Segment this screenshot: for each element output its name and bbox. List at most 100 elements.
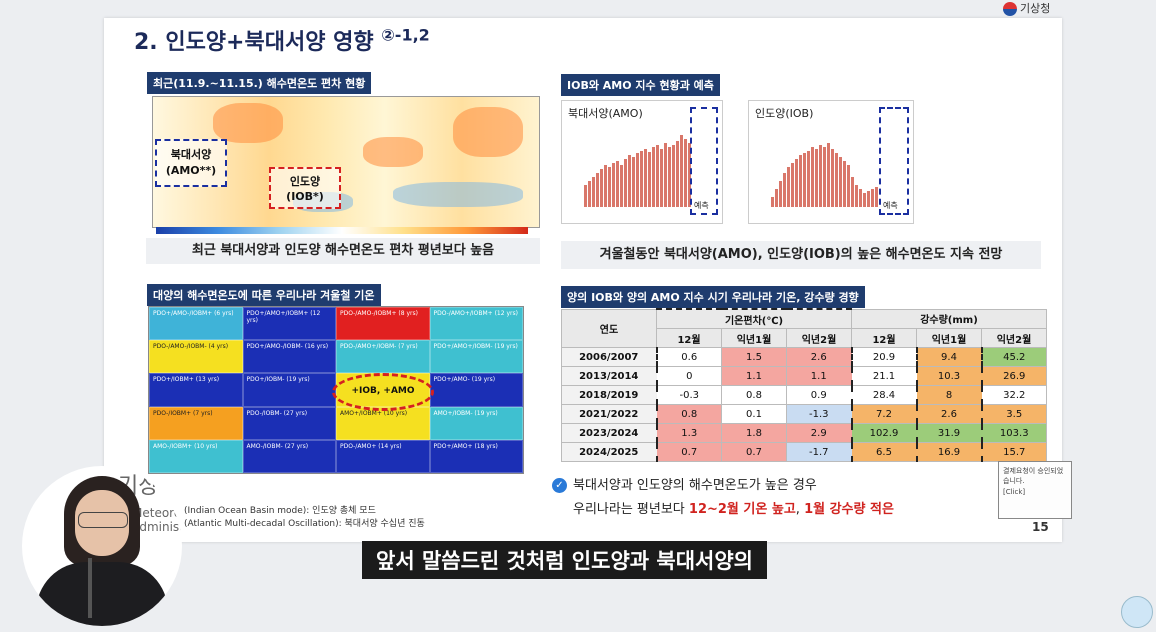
table-row: 2018/2019 -0.3 0.8 0.9 28.4 8 32.2 — [561, 385, 1047, 405]
amo-prediction-box: 예측 — [690, 107, 718, 215]
index-bar — [803, 153, 806, 207]
grid-cell: PDO-/AMO-/IOBM+ (8 yrs) — [336, 307, 430, 341]
index-bar — [660, 149, 663, 207]
index-bar — [775, 189, 778, 207]
month-header: 익년1월 — [916, 328, 982, 348]
iob-bars — [771, 127, 879, 207]
grid-cell: PDO-/IOBM+ (7 yrs) — [149, 406, 243, 440]
index-bar — [612, 163, 615, 207]
index-bar — [847, 165, 850, 207]
table-row: 2013/2014 0 1.1 1.1 21.1 10.3 26.9 — [561, 366, 1047, 386]
grid-cell: PDO+/AMO- (19 yrs) — [429, 373, 523, 407]
conclusion-note: ✓ 북대서양과 인도양의 해수면온도가 높은 경우 우리나라는 평년보다 12~2… — [552, 474, 894, 522]
index-bar — [771, 197, 774, 207]
amo-chart-title: 북대서양(AMO) — [568, 107, 643, 120]
index-bar — [664, 143, 667, 207]
check-icon: ✓ — [552, 478, 567, 493]
index-bar — [787, 167, 790, 207]
index-bar — [628, 155, 631, 207]
index-chart-header: IOB와 AMO 지수 현황과 예측 — [561, 74, 720, 96]
index-bar — [584, 185, 587, 207]
table-row: 2006/2007 0.6 1.5 2.6 20.9 9.4 45.2 — [561, 347, 1047, 367]
page-number: 15 — [1032, 520, 1049, 534]
index-bar — [680, 135, 683, 207]
kma-emblem-icon — [1003, 2, 1017, 16]
month-header: 12월 — [851, 328, 917, 348]
grid-cell: AMO+/IOBM+ (10 yrs) — [336, 406, 430, 440]
video-subtitle: 앞서 말씀드린 것처럼 인도양과 북대서양의 — [362, 541, 768, 579]
index-bar — [640, 151, 643, 207]
index-bar — [831, 149, 834, 207]
amo-region-box: 북대서양 (AMO**) — [155, 139, 227, 187]
index-bar — [632, 157, 635, 207]
grid-cell: PDO+/AMO+/IOBM- (19 yrs) — [429, 340, 523, 374]
index-bar — [863, 193, 866, 207]
index-bar — [592, 177, 595, 207]
index-bar — [672, 145, 675, 207]
iob-prediction-box: 예측 — [879, 107, 909, 215]
month-header: 익년2월 — [981, 328, 1047, 348]
amo-index-chart: 북대서양(AMO) 예측 — [561, 100, 723, 224]
index-chart-caption: 겨울철동안 북대서양(AMO), 인도양(IOB)의 높은 해수면온도 지속 전… — [561, 241, 1041, 269]
iob-region-box: 인도양 (IOB*) — [269, 167, 341, 209]
index-bar — [636, 153, 639, 207]
grid-cell: PDO-/AMO-/IOBM- (4 yrs) — [149, 340, 243, 374]
popup-click-link[interactable]: [Click] — [1003, 488, 1026, 496]
popup-message: 결제요청이 승인되었습니다. — [1003, 467, 1064, 485]
grid-cell: PDO+/AMO+/IOBM+ (12 yrs) — [242, 307, 336, 341]
table-row: 2024/2025 0.7 0.7 -1.7 6.5 16.9 15.7 — [561, 442, 1047, 462]
temp-precip-table: 연도 기온편차(℃) 강수량(mm) 12월 익년1월 익년2월 12월 익년1월 익년2… — [561, 308, 1047, 462]
grid-cell: PDO+/AMO-/IOBM+ (6 yrs) — [149, 307, 243, 341]
index-bar — [652, 147, 655, 207]
index-bar — [600, 169, 603, 207]
index-bar — [779, 181, 782, 207]
assistant-bot-icon[interactable] — [1121, 596, 1153, 628]
index-bar — [604, 165, 607, 207]
iob-index-chart: 인도양(IOB) 예측 — [748, 100, 914, 224]
footnotes: (Indian Ocean Basin mode): 인도양 총체 모드 (At… — [184, 506, 425, 529]
grid-cell: AMO+/IOBM- (19 yrs) — [429, 406, 523, 440]
index-bar — [668, 147, 671, 207]
index-bar — [795, 159, 798, 207]
sst-map-caption: 최근 북대서양과 인도양 해수면온도 편차 평년보다 높음 — [146, 238, 540, 264]
index-bar — [596, 173, 599, 207]
index-bar — [871, 189, 874, 207]
index-bar — [855, 185, 858, 207]
month-header: 12월 — [656, 328, 722, 348]
index-bar — [648, 152, 651, 207]
iob-chart-title: 인도양(IOB) — [755, 107, 814, 120]
index-bar — [644, 149, 647, 207]
sst-map-header: 최근(11.9.~11.15.) 해수면온도 편차 현황 — [147, 72, 372, 94]
presenter-video: 기상 Meteoro administrati — [22, 466, 182, 626]
grid-cell: PDO-/AMO+ (14 yrs) — [336, 439, 430, 473]
index-bar — [656, 145, 659, 207]
index-bar — [684, 139, 687, 207]
index-bar — [851, 177, 854, 207]
table-row: 2021/2022 0.8 0.1 -1.3 7.2 2.6 3.5 — [561, 404, 1047, 424]
grid-cell: PDO-/AMO+/IOBM- (7 yrs) — [336, 340, 430, 374]
index-bar — [815, 149, 818, 207]
index-bar — [807, 151, 810, 207]
index-bar — [867, 191, 870, 207]
index-bar — [688, 143, 691, 207]
month-header: 익년2월 — [786, 328, 852, 348]
index-bar — [835, 153, 838, 207]
sst-anomaly-map: 북대서양 (AMO**) 인도양 (IOB*) — [152, 96, 540, 228]
amo-bars — [584, 127, 692, 207]
index-bar — [624, 159, 627, 207]
index-bar — [588, 181, 591, 207]
sst-combination-grid: PDO+/AMO-/IOBM+ (6 yrs) PDO+/AMO+/IOBM+ (… — [148, 306, 524, 474]
table-row: 2023/2024 1.3 1.8 2.9 102.9 31.9 103.3 — [561, 423, 1047, 443]
index-bar — [859, 189, 862, 207]
iob-amo-ellipse: +IOB, +AMO — [332, 373, 434, 411]
month-header: 익년1월 — [721, 328, 787, 348]
index-bar — [811, 147, 814, 207]
index-bar — [819, 145, 822, 207]
index-bar — [676, 141, 679, 207]
grid-cell: PDO+/IOBM- (19 yrs) — [242, 373, 336, 407]
grid-cell: PDO+/IOBM+ (13 yrs) — [149, 373, 243, 407]
sst-colorbar — [156, 227, 528, 234]
payment-notification-popup[interactable]: 결제요청이 승인되었습니다. [Click] — [998, 461, 1072, 519]
grid-cell: PDO-/AMO+/IOBM+ (12 yrs) — [429, 307, 523, 341]
kma-logo: 기상청 — [1003, 0, 1050, 16]
